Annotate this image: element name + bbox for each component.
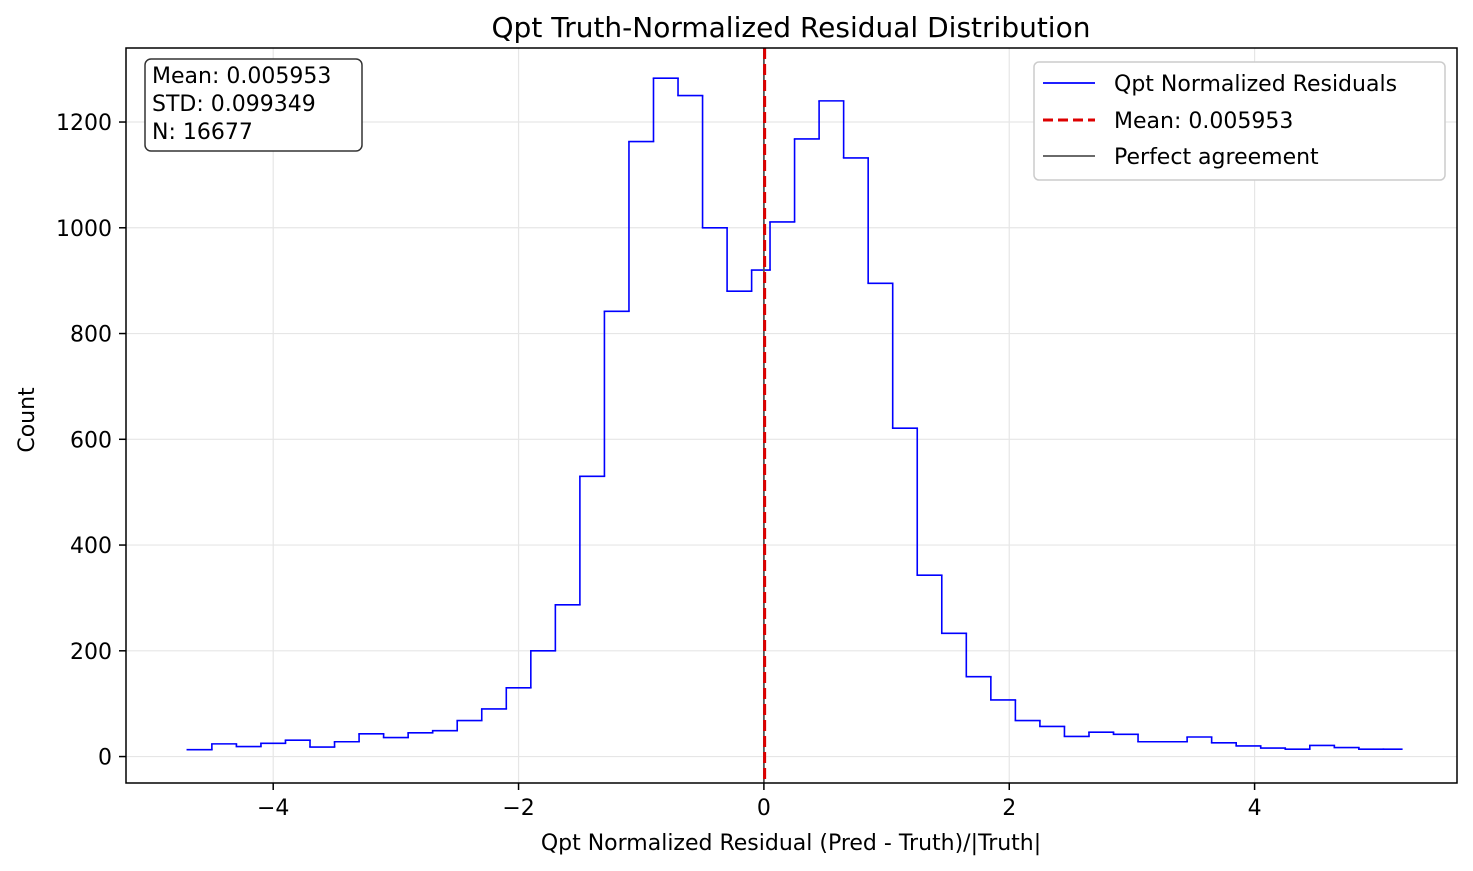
chart-title: Qpt Truth-Normalized Residual Distributi… (492, 11, 1091, 44)
stats-std: STD: 0.099349 (152, 92, 316, 117)
y-axis-ticks: 0 200 400 600 800 1000 1200 (56, 111, 126, 771)
y-axis-label: Count (15, 387, 40, 453)
stats-box-frame (144, 58, 363, 152)
x-axis-label: Qpt Normalized Residual (Pred - Truth)/|… (541, 831, 1041, 856)
x-tick-label: 2 (1002, 796, 1016, 821)
x-tick-label: 4 (1248, 796, 1262, 821)
x-tick-label: 0 (757, 796, 771, 821)
x-axis-ticks: −4 −2 0 2 4 (257, 783, 1262, 821)
x-tick-label: −4 (257, 796, 289, 821)
axes-frame (125, 47, 1458, 784)
y-tick-label: 400 (70, 534, 112, 559)
y-tick-label: 600 (70, 428, 112, 453)
legend-label-perfect: Perfect agreement (1114, 145, 1319, 170)
stats-n: N: 16677 (152, 120, 253, 145)
x-tick-label: −2 (502, 796, 534, 821)
y-tick-label: 1200 (56, 111, 112, 136)
y-tick-label: 0 (98, 746, 112, 771)
y-tick-label: 200 (70, 640, 112, 665)
legend: Qpt Normalized Residuals Mean: 0.005953 … (1033, 61, 1446, 181)
y-tick-label: 1000 (56, 217, 112, 242)
legend-label-mean: Mean: 0.005953 (1114, 109, 1293, 134)
legend-label-residuals: Qpt Normalized Residuals (1114, 72, 1397, 97)
legend-frame (1033, 61, 1446, 181)
histogram-series (186, 77, 1403, 751)
stats-box: Mean: 0.005953 STD: 0.099349 N: 16677 (144, 58, 363, 152)
stats-mean: Mean: 0.005953 (152, 64, 331, 89)
y-tick-label: 800 (70, 323, 112, 348)
vertical-lines (762, 48, 767, 783)
